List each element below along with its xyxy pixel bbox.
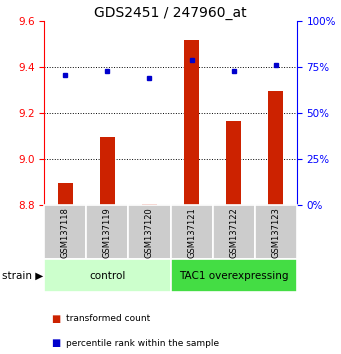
Bar xyxy=(100,137,115,205)
Title: GDS2451 / 247960_at: GDS2451 / 247960_at xyxy=(94,6,247,20)
Text: transformed count: transformed count xyxy=(66,314,151,323)
FancyBboxPatch shape xyxy=(170,259,297,292)
Text: control: control xyxy=(89,270,125,281)
Bar xyxy=(184,40,199,205)
Text: ■: ■ xyxy=(51,338,60,348)
Text: GSM137118: GSM137118 xyxy=(61,207,70,258)
Text: GSM137120: GSM137120 xyxy=(145,207,154,258)
Text: percentile rank within the sample: percentile rank within the sample xyxy=(66,339,220,348)
Bar xyxy=(268,91,283,205)
FancyBboxPatch shape xyxy=(44,259,170,292)
Text: GSM137121: GSM137121 xyxy=(187,207,196,258)
FancyBboxPatch shape xyxy=(170,205,212,259)
Text: GSM137122: GSM137122 xyxy=(229,207,238,258)
Text: GSM137123: GSM137123 xyxy=(271,207,280,258)
FancyBboxPatch shape xyxy=(44,205,86,259)
FancyBboxPatch shape xyxy=(212,205,255,259)
Text: ■: ■ xyxy=(51,314,60,324)
FancyBboxPatch shape xyxy=(255,205,297,259)
Bar xyxy=(142,204,157,205)
Bar xyxy=(58,183,73,205)
Bar xyxy=(226,121,241,205)
Text: strain ▶: strain ▶ xyxy=(2,270,43,281)
FancyBboxPatch shape xyxy=(129,205,170,259)
Text: TAC1 overexpressing: TAC1 overexpressing xyxy=(179,270,288,281)
FancyBboxPatch shape xyxy=(86,205,129,259)
Text: GSM137119: GSM137119 xyxy=(103,207,112,258)
